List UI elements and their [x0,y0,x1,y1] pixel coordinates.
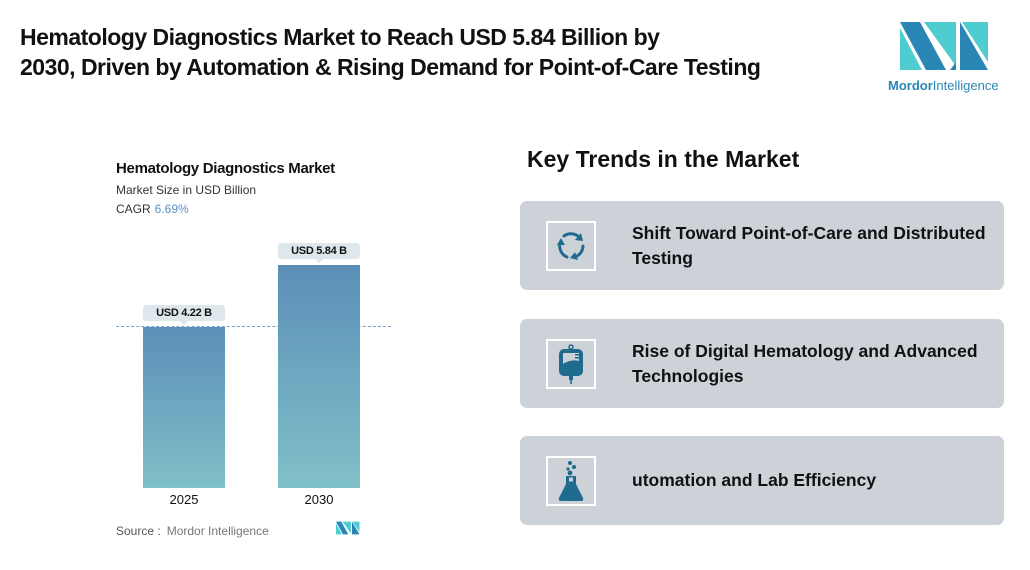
logo-brand-bold: Mordor [888,78,933,93]
chart-source: Source : Mordor Intelligence [116,524,269,538]
chart-cagr: CAGR 6.69% [116,202,189,216]
source-label: Source : [116,524,161,538]
trend-text-1: Shift Toward Point-of-Care and Distribut… [632,222,986,268]
headline: Hematology Diagnostics Market to Reach U… [20,22,870,82]
source-value: Mordor Intelligence [166,524,269,538]
x-label-2025: 2025 [169,492,199,507]
trend-card-2: Rise of Digital Hematology and Advanced … [520,319,1004,408]
reference-dashed-line [116,326,391,327]
cycle-arrows-icon [557,232,585,260]
blood-bag-icon [559,344,583,384]
trend-card-1: Shift Toward Point-of-Care and Distribut… [520,201,1004,290]
trend-text-3: utomation and Lab Efficiency [632,470,877,490]
trend-text-2: Rise of Digital Hematology and Advanced … [632,340,978,386]
cagr-label: CAGR [116,202,151,216]
bar-2030 [278,265,360,488]
lab-flask-icon [558,461,584,501]
logo-wordmark: MordorIntelligence [888,78,999,93]
headline-line-2: 2030, Driven by Automation & Rising Dema… [20,54,761,80]
trend-icon-box [546,221,596,271]
cagr-value: 6.69% [154,202,189,216]
key-trends-title: Key Trends in the Market [527,146,800,172]
trend-icon-box [546,456,596,506]
chart-title: Hematology Diagnostics Market [116,160,335,177]
x-label-2030: 2030 [304,492,334,507]
trend-icon-box [546,339,596,389]
bar-label-2025: USD 4.22 B [143,305,225,325]
chart-subtitle: Market Size in USD Billion [116,183,257,197]
logo-brand-light: Intelligence [932,78,999,93]
headline-line-1: Hematology Diagnostics Market to Reach U… [20,24,660,50]
mini-mordor-logo-icon [336,521,360,535]
mordor-logo-mark-icon [900,22,988,70]
bar-label-2030: USD 5.84 B [278,243,360,263]
bar-2025 [143,327,225,488]
mordor-intelligence-logo: MordorIntelligence [888,22,1003,97]
trend-card-3: utomation and Lab Efficiency [520,436,1004,525]
